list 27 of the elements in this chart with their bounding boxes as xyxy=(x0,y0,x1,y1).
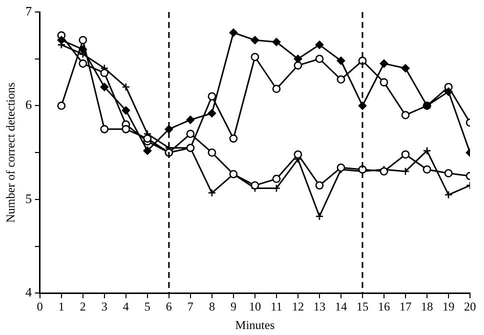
x-tick-label: 1 xyxy=(58,300,64,314)
x-tick-label: 20 xyxy=(464,300,476,314)
x-tick-label: 5 xyxy=(144,300,150,314)
y-tick-label: 7 xyxy=(25,3,32,18)
x-axis-title: Minutes xyxy=(235,318,275,332)
x-tick-label: 8 xyxy=(208,300,215,314)
x-tick-label: 6 xyxy=(166,300,172,314)
x-tick-label: 2 xyxy=(80,300,86,314)
x-tick-label: 11 xyxy=(270,300,282,314)
x-tick-label: 16 xyxy=(378,300,390,314)
x-tick-label: 9 xyxy=(230,300,236,314)
x-tick-label: 19 xyxy=(442,300,454,314)
x-tick-label: 7 xyxy=(187,300,194,314)
y-axis-title: Number of correct detections xyxy=(3,82,18,223)
x-tick-label: 14 xyxy=(334,300,347,314)
x-tick-label: 13 xyxy=(313,300,326,314)
x-tick-label: 4 xyxy=(122,300,129,314)
y-tick-label: 6 xyxy=(25,97,32,112)
y-tick-label: 5 xyxy=(25,190,32,206)
x-tick-label: 17 xyxy=(399,300,412,314)
y-tick-label: 4 xyxy=(25,284,32,300)
x-tick-label: 0 xyxy=(36,300,43,314)
x-tick-label: 10 xyxy=(248,300,261,314)
x-tick-label: 3 xyxy=(101,300,108,314)
x-tick-label: 18 xyxy=(420,300,433,314)
x-tick-label: 12 xyxy=(292,300,304,314)
x-tick-label: 15 xyxy=(356,300,368,314)
